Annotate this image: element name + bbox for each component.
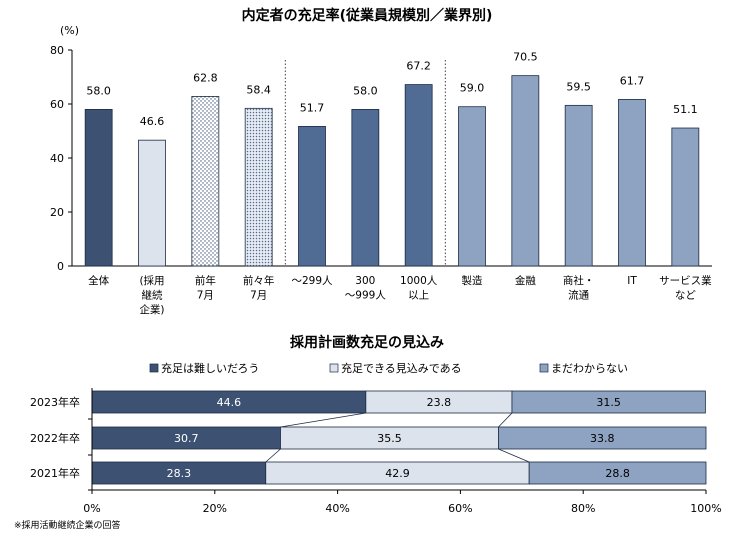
top-chart-ylabel: (%) <box>60 24 79 37</box>
bar <box>191 96 220 267</box>
bar-value-label: 61.7 <box>620 74 645 87</box>
x-tick-label: 100% <box>690 502 721 515</box>
y-tick-label: 60 <box>50 98 64 111</box>
bar-value-label: 62.8 <box>193 71 218 84</box>
bar <box>84 109 113 267</box>
category-label: 全体 <box>88 274 109 287</box>
category-label: 7月 <box>197 290 214 302</box>
bar-value-label: 58.0 <box>353 84 378 97</box>
bottom-chart-title: 採用計画数充足の見込み <box>290 334 444 351</box>
category-label: (採用 <box>139 274 164 287</box>
top-chart-title: 内定者の充足率(従業員規模別／業界別) <box>242 7 493 24</box>
bottom-chart-legend: 充足は難しいだろう 充足できる見込みである まだわからない <box>149 361 628 375</box>
segment-value-label: 28.3 <box>167 467 192 480</box>
y-tick-label: 0 <box>57 260 64 273</box>
category-label: 製造 <box>462 274 483 287</box>
x-tick-label: 20% <box>203 502 227 515</box>
bar <box>618 99 646 267</box>
segment-value-label: 35.5 <box>377 432 402 445</box>
top-chart-axes: 0 20 40 60 80 <box>50 44 712 273</box>
bar <box>404 84 433 267</box>
x-tick-label: 80% <box>571 502 595 515</box>
bar-value-label: 58.4 <box>246 83 271 96</box>
bar-value-label: 70.5 <box>513 51 538 64</box>
category-label: 企業) <box>139 303 164 316</box>
bar <box>298 126 326 267</box>
legend-label: まだわからない <box>551 362 628 375</box>
x-tick-label: 40% <box>325 502 349 515</box>
series-connector-line <box>265 448 281 463</box>
bottom-chart-bars: 44.6 23.8 31.5 2023年卒 30.7 35.5 33.8 2022年卒 28.3… <box>30 390 707 485</box>
segment-value-label: 28.8 <box>605 467 630 480</box>
category-label: 前年 <box>195 274 216 287</box>
category-label: 前々年 <box>243 274 275 287</box>
bar <box>671 127 700 267</box>
category-label: ～999人 <box>345 290 387 302</box>
category-label: 1000人 <box>400 275 438 287</box>
legend-swatch <box>539 363 549 373</box>
segment-value-label: 42.9 <box>385 467 410 480</box>
category-label: 商社・ <box>563 274 595 287</box>
bar <box>351 109 380 267</box>
segment-value-label: 23.8 <box>427 396 452 409</box>
row-category-label: 2021年卒 <box>30 466 80 480</box>
legend-swatch <box>329 363 339 373</box>
category-label: 金融 <box>515 274 536 287</box>
stacked-segment <box>528 461 707 485</box>
legend-label: 充足できる見込みである <box>341 361 462 375</box>
bar <box>564 104 593 267</box>
series-connector-line <box>280 412 366 428</box>
row-category-label: 2023年卒 <box>30 395 80 409</box>
category-label: 以上 <box>408 290 429 302</box>
category-label: など <box>675 290 696 302</box>
category-label: ～299人 <box>291 275 333 287</box>
segment-value-label: 44.6 <box>217 396 242 409</box>
legend-swatch <box>149 363 159 373</box>
bar-value-label: 59.5 <box>566 80 591 93</box>
row-category-label: 2022年卒 <box>30 431 80 445</box>
bar-value-label: 46.6 <box>140 115 165 128</box>
bar-value-label: 58.0 <box>86 84 111 97</box>
segment-value-label: 31.5 <box>596 396 621 409</box>
x-tick-label: 0% <box>83 502 100 515</box>
footnote: ※採用活動継続企業の回答 <box>14 519 121 531</box>
y-tick-label: 80 <box>50 44 64 57</box>
stacked-segment <box>498 426 707 450</box>
bar-value-label: 51.1 <box>673 103 698 116</box>
category-label: IT <box>627 275 637 287</box>
bottom-chart-axes: 0% 20% 40% 60% 80% 100% <box>83 388 722 515</box>
x-tick-label: 60% <box>448 502 472 515</box>
series-connector-line <box>498 412 513 428</box>
category-label: 流通 <box>568 289 589 302</box>
bar-value-label: 59.0 <box>460 82 485 95</box>
y-tick-label: 20 <box>50 206 64 219</box>
category-label: 継続 <box>142 289 163 302</box>
bar-value-label: 67.2 <box>406 60 431 73</box>
category-label: サービス業 <box>659 274 712 287</box>
segment-value-label: 30.7 <box>174 432 199 445</box>
category-label: 7月 <box>250 290 267 302</box>
category-label: 300 <box>355 275 375 287</box>
bar <box>458 106 486 267</box>
segment-value-label: 33.8 <box>590 432 615 445</box>
bar-value-label: 51.7 <box>300 101 325 114</box>
bar <box>138 139 166 267</box>
y-tick-label: 40 <box>50 152 64 165</box>
bar <box>511 75 540 267</box>
bar <box>244 107 273 267</box>
stacked-segment <box>511 390 706 414</box>
legend-label: 充足は難しいだろう <box>161 361 259 375</box>
series-connector-line <box>498 448 530 463</box>
